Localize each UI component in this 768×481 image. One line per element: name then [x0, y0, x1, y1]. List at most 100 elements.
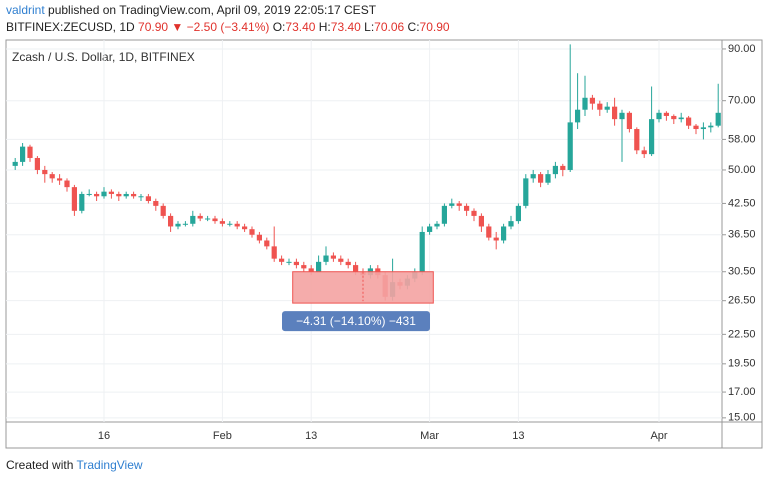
candle-body	[523, 178, 529, 206]
candle-body	[27, 146, 33, 158]
y-tick-label: 19.50	[728, 358, 756, 370]
candle-body	[515, 205, 521, 222]
publish-line: valdrint published on TradingView.com, A…	[6, 3, 376, 17]
candle-body	[94, 193, 100, 197]
candle-body	[545, 174, 551, 183]
y-tick-label: 22.50	[728, 328, 756, 340]
candle-body	[256, 234, 262, 241]
chart-title: Zcash / U.S. Dollar, 1D, BITFINEX	[12, 50, 195, 64]
symbol-line: BITFINEX:ZECUSD, 1D 70.90 ▼ −2.50 (−3.41…	[6, 20, 450, 34]
candle-body	[316, 261, 322, 272]
candle-body	[671, 115, 677, 120]
last: 70.90	[138, 20, 169, 34]
candle-body	[49, 174, 55, 179]
candle-body	[227, 223, 233, 225]
candle-body	[449, 203, 455, 206]
candle-body	[663, 112, 669, 116]
candle-body	[197, 215, 203, 219]
candle-body	[182, 223, 188, 225]
candle-body	[242, 226, 248, 230]
candle-body	[64, 180, 70, 188]
candle-body	[700, 127, 706, 130]
candle-body	[293, 261, 299, 266]
x-tick-label: 13	[305, 430, 317, 442]
candle-body	[338, 258, 344, 262]
candle-body	[575, 109, 581, 123]
candle-body	[708, 125, 714, 128]
candle-body	[538, 174, 544, 183]
candle-body	[20, 146, 26, 162]
candle-body	[604, 106, 610, 110]
candle-body	[641, 150, 647, 155]
candle-body	[190, 215, 196, 224]
y-tick-label: 17.00	[728, 386, 756, 398]
candle-body	[234, 223, 240, 227]
candle-body	[649, 119, 655, 155]
candle-body	[301, 265, 307, 269]
candle-body	[508, 221, 514, 227]
candle-body	[138, 196, 144, 198]
candle-body	[131, 193, 137, 197]
y-tick-label: 15.00	[728, 412, 756, 424]
candle-body	[530, 174, 536, 179]
candle-body	[597, 103, 603, 110]
y-tick-label: 58.00	[728, 133, 756, 145]
candle-body	[471, 210, 477, 216]
y-tick-label: 90.00	[728, 43, 756, 55]
candle-body	[160, 205, 166, 216]
h: 73.40	[330, 20, 361, 34]
l: 70.06	[374, 20, 405, 34]
candle-body	[441, 205, 447, 224]
candle-body	[12, 161, 18, 166]
candle-body	[34, 157, 40, 170]
candle-body	[427, 226, 433, 232]
candle-body	[552, 165, 558, 175]
candle-body	[715, 112, 721, 126]
h-label: H:	[318, 20, 331, 34]
candle-body	[693, 125, 699, 130]
candle-body	[634, 129, 640, 151]
candle-body	[323, 255, 329, 262]
brand[interactable]: TradingView	[76, 458, 143, 472]
candle-body	[153, 201, 159, 206]
x-tick-label: 13	[512, 430, 524, 442]
y-tick-label: 30.50	[728, 266, 756, 278]
y-tick-label: 70.00	[728, 95, 756, 107]
candle-body	[456, 203, 462, 206]
candle-body	[330, 255, 336, 259]
candle-body	[79, 193, 85, 211]
change: −2.50 (−3.41%)	[186, 20, 270, 34]
l-label: L:	[364, 20, 375, 34]
candle-body	[434, 223, 440, 227]
measure-label: −4.31 (−14.10%) −431	[296, 314, 416, 328]
c: 70.90	[419, 20, 450, 34]
candle-body	[464, 205, 470, 211]
x-tick-label: Mar	[420, 430, 439, 442]
candle-body	[108, 191, 114, 194]
x-tick-label: Apr	[650, 430, 667, 442]
candle-body	[57, 178, 63, 181]
candle-body	[205, 218, 211, 220]
candle-body	[686, 117, 692, 126]
candle-body	[501, 226, 507, 241]
candle-body	[71, 187, 77, 211]
candle-body	[353, 265, 359, 272]
candle-body	[619, 112, 625, 120]
candle-body	[567, 122, 573, 170]
chart: Zcash / U.S. Dollar, 1D, BITFINEX 15.00 1…	[5, 39, 763, 449]
measure-label-box	[282, 311, 430, 332]
y-tick-label: 36.50	[728, 229, 756, 241]
candle-body	[271, 246, 277, 259]
candle-body	[279, 258, 285, 262]
author[interactable]: valdrint	[6, 3, 45, 17]
candle-body	[42, 169, 48, 175]
c-label: C:	[407, 20, 420, 34]
candle-body	[589, 97, 595, 104]
candle-body	[560, 165, 566, 170]
x-tick-label: Feb	[213, 430, 232, 442]
candle-body	[101, 191, 107, 197]
o-label: O:	[272, 20, 286, 34]
y-tick-label: 42.50	[728, 197, 756, 209]
candle-body	[582, 97, 588, 110]
